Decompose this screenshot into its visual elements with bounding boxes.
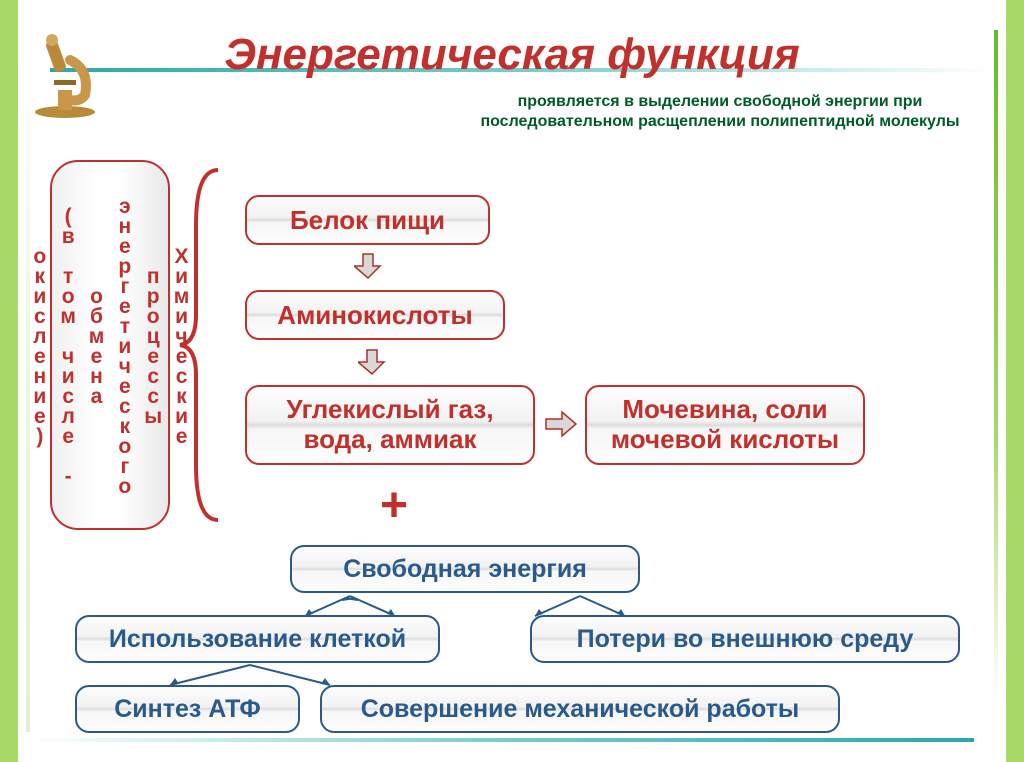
node-atp-label: Синтез АТФ (114, 695, 261, 724)
accent-line-bottom (30, 738, 974, 742)
slide-subtitle: проявляется в выделении свободной энерги… (470, 92, 970, 132)
node-cell-use: Использование клеткой (75, 615, 440, 663)
vertical-summary-text: Химические процессы энергетического обме… (25, 162, 195, 528)
node-urea: Мочевина, соли мочевой кислоты (585, 385, 865, 465)
node-co2: Углекислый газ, вода, аммиак (245, 385, 535, 465)
vertical-summary-box: Химические процессы энергетического обме… (50, 160, 170, 530)
vbox-line2: энергетического обмена (85, 195, 136, 495)
vbox-line3: (в том числе - окисление) (28, 205, 79, 485)
node-urea-label: Мочевина, соли мочевой кислоты (603, 395, 847, 455)
node-protein: Белок пищи (245, 195, 490, 245)
arrow-down-icon (358, 348, 386, 376)
slide-title: Энергетическая функция (0, 30, 1024, 80)
accent-line-right (994, 30, 998, 702)
node-mech-work-label: Совершение механической работы (361, 695, 800, 724)
node-amino-label: Аминокислоты (277, 300, 472, 331)
node-amino: Аминокислоты (245, 290, 505, 340)
plus-symbol: + (380, 478, 408, 533)
node-atp: Синтез АТФ (75, 685, 300, 733)
node-heat-loss: Потери во внешнюю среду (530, 615, 960, 663)
node-heat-loss-label: Потери во внешнюю среду (577, 625, 914, 654)
node-energy: Свободная энергия (290, 545, 640, 593)
node-co2-label: Углекислый газ, вода, аммиак (263, 395, 517, 455)
arrow-down-icon (354, 252, 382, 280)
node-cell-use-label: Использование клеткой (109, 625, 406, 654)
node-mech-work: Совершение механической работы (320, 685, 840, 733)
arrow-right-icon (544, 410, 578, 438)
curly-brace-icon (178, 165, 228, 525)
node-energy-label: Свободная энергия (343, 555, 587, 584)
node-protein-label: Белок пищи (290, 205, 445, 236)
